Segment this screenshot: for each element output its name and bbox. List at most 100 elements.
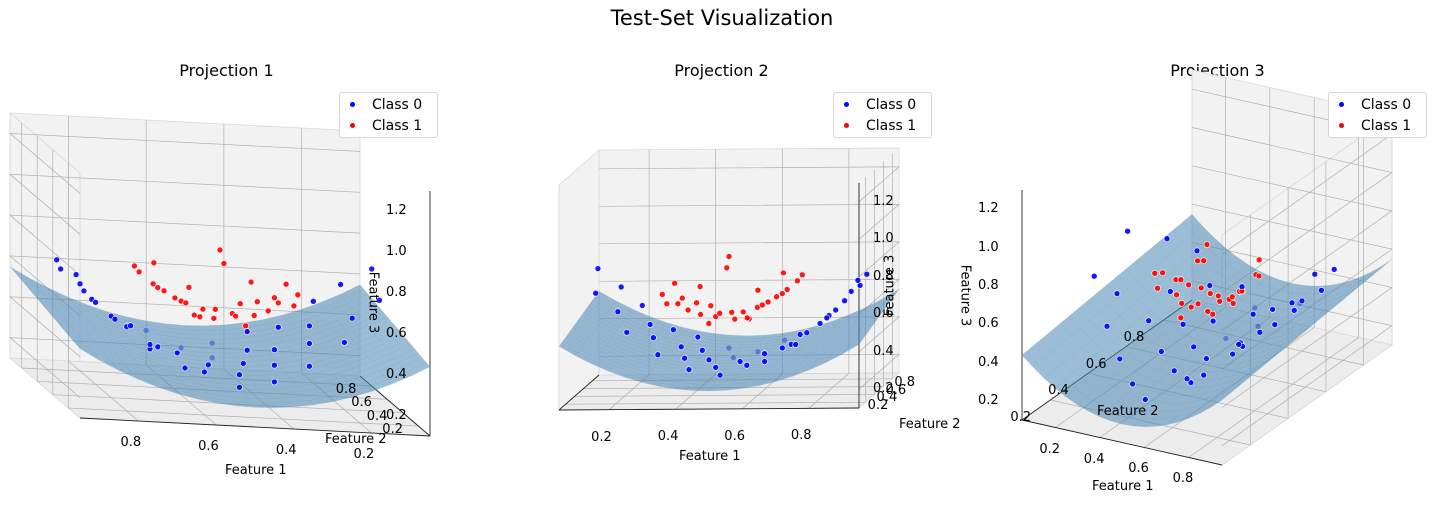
class-0-point — [1203, 355, 1210, 362]
class-1-point — [1154, 284, 1161, 292]
legend-label-class-1: Class 1 — [1361, 118, 1412, 134]
class-1-point — [663, 300, 671, 308]
z-tick-label: 1.0 — [873, 231, 894, 247]
class-1-point — [149, 280, 157, 288]
z-tick-label: 0.6 — [386, 325, 407, 341]
class-0-point — [1129, 380, 1136, 388]
z-axis-title: Feature 3 — [882, 254, 898, 317]
class-0-point — [1288, 299, 1296, 307]
class-1-point — [150, 259, 158, 267]
class-1-point — [764, 298, 772, 306]
class-1-point — [210, 314, 218, 322]
class-0-point — [271, 361, 278, 369]
class-1-point — [696, 283, 704, 290]
class-0-point — [1179, 320, 1187, 328]
class-0-point — [743, 361, 751, 369]
class-1-point — [1209, 310, 1217, 318]
class-1-point — [783, 286, 791, 293]
class-0-point — [181, 364, 189, 372]
class-1-point — [728, 308, 735, 316]
class-1-point — [1197, 284, 1205, 292]
class-1-point — [135, 268, 143, 276]
class-1-point — [264, 307, 272, 315]
class-0-point — [816, 320, 824, 327]
class-1-point — [1214, 292, 1222, 300]
class-0-point — [681, 354, 688, 362]
class-0-point — [792, 341, 800, 348]
surface-cell — [207, 329, 233, 336]
class-0-point — [1090, 272, 1098, 280]
class-1-point — [684, 306, 692, 314]
projection-3-legend: Class 0 Class 1 — [1328, 92, 1427, 138]
class-0-point — [205, 361, 212, 369]
class-1-point — [1159, 269, 1166, 277]
z-tick-label: 0.2 — [873, 381, 894, 397]
z-tick-label: 0.6 — [873, 306, 894, 322]
class-1-point — [154, 284, 162, 291]
class-1-point — [1173, 291, 1180, 299]
class-0-point — [614, 308, 622, 316]
class-0-point — [761, 358, 768, 365]
class-1-point — [1228, 293, 1236, 301]
scatter-front — [53, 246, 383, 391]
class-1-point — [1194, 300, 1202, 308]
projection-2-panel: Projection 2 Class 0 Class 1 0.2 0.4 0.6 0.… — [481, 0, 962, 530]
class-1-point — [294, 291, 302, 299]
class-0-point — [1235, 341, 1243, 348]
surface-cell — [842, 341, 862, 355]
class-0-point — [236, 371, 243, 379]
z-tick-label: 0.8 — [978, 277, 999, 293]
class-0-point — [1290, 306, 1298, 314]
class-1-point — [182, 299, 190, 307]
surface-cell — [1271, 280, 1293, 292]
class-1-point — [160, 287, 168, 295]
class-1-point — [171, 294, 179, 302]
gridline — [8, 214, 361, 276]
class-0-point — [146, 341, 154, 348]
x-tick-label: 0.2 — [353, 446, 375, 462]
class-1-marker — [350, 122, 355, 128]
class-0-point — [832, 306, 840, 314]
class-0-marker — [1339, 101, 1344, 107]
surface-cell — [1326, 281, 1348, 293]
class-1-point — [185, 283, 193, 291]
class-1-point — [780, 269, 787, 277]
class-1-point — [1216, 297, 1224, 305]
gridline — [598, 241, 900, 278]
projection-2-plot — [557, 147, 901, 411]
surface-cell — [851, 328, 871, 342]
y-axis-title: Feature 2 — [899, 416, 961, 432]
class-0-point — [694, 333, 702, 341]
class-0-point — [712, 364, 719, 371]
gridline — [8, 173, 361, 235]
class-1-point — [773, 293, 780, 301]
class-1-point — [250, 312, 258, 319]
class-1-point — [1255, 256, 1263, 264]
class-0-point — [699, 346, 706, 354]
gridline — [598, 316, 900, 353]
class-0-point — [670, 326, 677, 334]
class-1-point — [1151, 269, 1159, 277]
projection-1-legend: Class 0 Class 1 — [339, 92, 438, 138]
z-tick-label: 1.0 — [978, 239, 999, 255]
y-tick-label: 0.4 — [366, 408, 388, 424]
gridline — [8, 296, 361, 358]
class-1-point — [1187, 303, 1195, 311]
surface-cell — [1226, 256, 1248, 273]
class-0-point — [309, 297, 317, 305]
class-1-point — [1203, 241, 1211, 248]
class-0-point — [127, 322, 134, 330]
class-1-point — [707, 302, 715, 310]
class-0-point — [1330, 266, 1338, 273]
scatter-front — [1090, 227, 1338, 403]
z-tick-label: 0.4 — [386, 366, 407, 382]
y-axis-line — [558, 374, 600, 411]
class-1-point — [1255, 272, 1263, 280]
x-axis-line — [79, 417, 431, 437]
class-1-point — [679, 294, 686, 302]
class-1-point — [1194, 257, 1201, 265]
x-axis-title: Feature 1 — [679, 449, 741, 464]
class-1-point — [758, 301, 766, 309]
x-tick-label: 0.4 — [1083, 451, 1105, 467]
surface-cell — [250, 379, 275, 386]
